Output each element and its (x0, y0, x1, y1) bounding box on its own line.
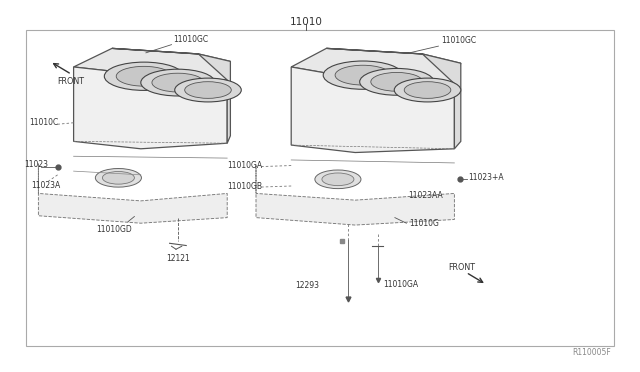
Text: FRONT: FRONT (448, 263, 475, 272)
Polygon shape (112, 48, 230, 143)
Polygon shape (256, 166, 454, 225)
Text: 12121: 12121 (166, 254, 190, 263)
Ellipse shape (141, 69, 215, 96)
Bar (26, 30, 614, 346)
Text: 11023A: 11023A (31, 181, 60, 190)
Text: 11023AA: 11023AA (408, 191, 443, 200)
Text: 11010GC: 11010GC (173, 35, 208, 44)
Ellipse shape (371, 73, 423, 91)
Text: 11010: 11010 (289, 17, 323, 27)
Ellipse shape (322, 173, 354, 186)
Text: 11023: 11023 (24, 160, 49, 169)
Ellipse shape (394, 78, 461, 102)
Polygon shape (38, 164, 227, 223)
Polygon shape (291, 67, 454, 153)
Polygon shape (291, 48, 461, 84)
Ellipse shape (102, 171, 134, 184)
Ellipse shape (104, 62, 184, 90)
Ellipse shape (185, 82, 231, 98)
Text: FRONT: FRONT (58, 77, 84, 86)
Ellipse shape (116, 66, 172, 86)
Text: 11010C: 11010C (29, 118, 58, 126)
Text: 11023+A: 11023+A (468, 173, 504, 182)
Polygon shape (74, 67, 227, 149)
Ellipse shape (315, 170, 361, 189)
Text: 11010G: 11010G (410, 219, 440, 228)
Text: 12293: 12293 (296, 281, 320, 290)
Text: 11010GA: 11010GA (227, 161, 262, 170)
Text: 11010GD: 11010GD (96, 225, 132, 234)
Text: 11010GA: 11010GA (383, 280, 418, 289)
Ellipse shape (360, 68, 434, 95)
Ellipse shape (404, 82, 451, 98)
Polygon shape (326, 48, 461, 149)
Text: R110005F: R110005F (572, 348, 611, 357)
Text: 11010GC: 11010GC (442, 36, 477, 45)
Ellipse shape (95, 169, 141, 187)
Text: 11010GB: 11010GB (227, 182, 262, 190)
Ellipse shape (323, 61, 403, 89)
Ellipse shape (175, 78, 241, 102)
Ellipse shape (335, 65, 390, 85)
Polygon shape (74, 48, 230, 80)
Ellipse shape (152, 73, 204, 92)
